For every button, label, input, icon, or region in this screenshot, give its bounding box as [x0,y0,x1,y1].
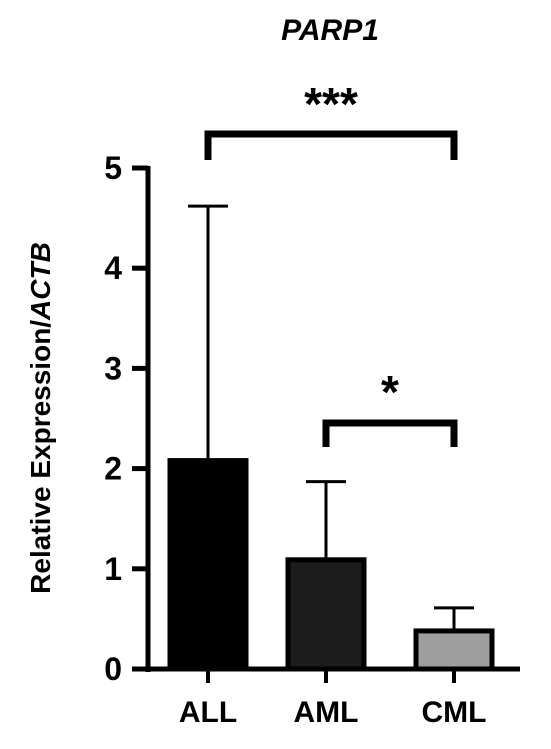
bars-layer [167,458,495,672]
y-axis-label: Relative Expression/ACTB [25,242,56,594]
y-axis-label-gene: ACTB [25,242,56,321]
y-tick-label-0: 0 [104,651,122,687]
y-axis-label-main: Relative Expression/ [25,320,56,594]
axes-layer: ALL AML CML 0 1 2 3 4 5 [104,150,520,729]
significance-layer: **** [204,78,458,447]
y-tick-label-5: 5 [104,150,122,186]
y-tick-label-1: 1 [104,551,122,587]
significance-bracket-2 [322,419,458,447]
significance-label-1: *** [304,78,358,130]
x-tick-label-all: ALL [179,696,237,729]
y-tick-label-3: 3 [104,350,122,386]
bar-cml [413,628,495,672]
y-tick-label-4: 4 [104,250,122,286]
x-tick-label-aml: AML [294,696,359,729]
significance-label-2: * [381,366,399,418]
significance-bracket-1 [204,130,458,160]
error-bars-layer [188,204,474,631]
bar-all [167,458,249,672]
bar-aml [285,557,367,672]
chart-title: PARP1 [281,14,379,47]
x-tick-label-cml: CML [422,696,487,729]
y-tick-label-2: 2 [104,451,122,487]
